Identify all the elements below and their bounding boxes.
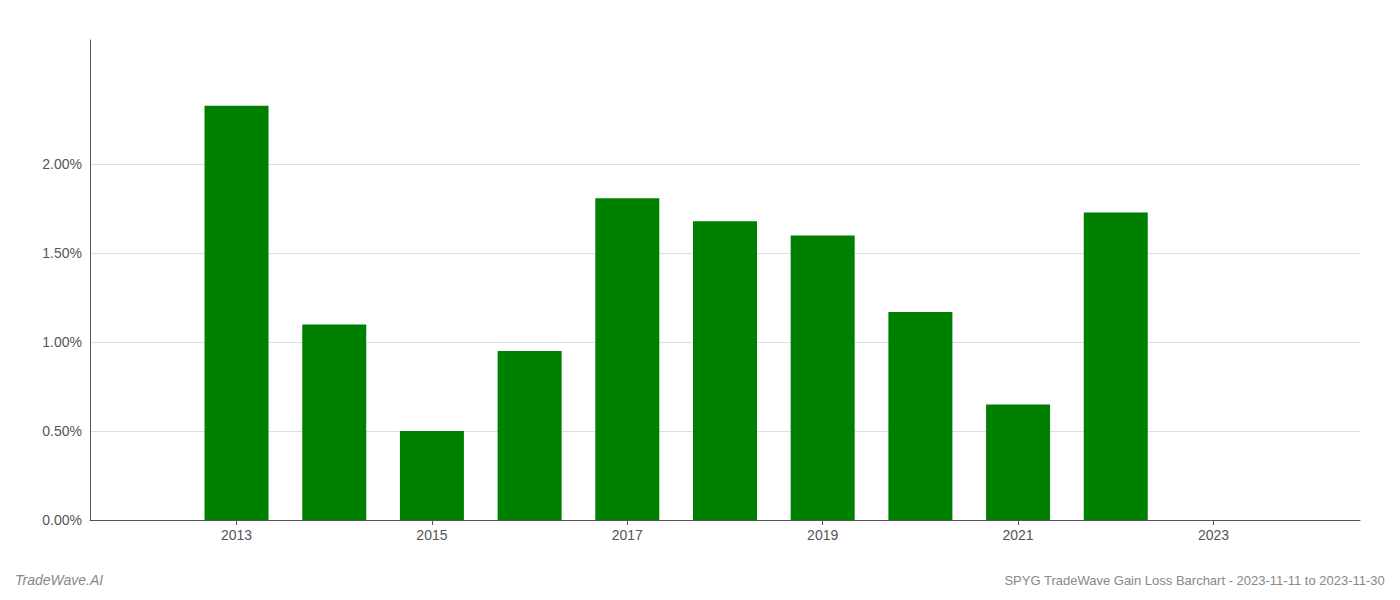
svg-text:2.00%: 2.00% (42, 156, 82, 172)
svg-text:2017: 2017 (612, 527, 643, 543)
svg-text:TradeWave.AI: TradeWave.AI (15, 572, 103, 588)
svg-text:2021: 2021 (1002, 527, 1033, 543)
svg-text:2023: 2023 (1198, 527, 1229, 543)
svg-text:2019: 2019 (807, 527, 838, 543)
svg-text:2013: 2013 (221, 527, 252, 543)
svg-text:1.50%: 1.50% (42, 245, 82, 261)
svg-text:0.50%: 0.50% (42, 423, 82, 439)
svg-text:2015: 2015 (416, 527, 447, 543)
svg-text:SPYG TradeWave Gain Loss Barch: SPYG TradeWave Gain Loss Barchart - 2023… (1004, 573, 1384, 588)
svg-text:1.00%: 1.00% (42, 334, 82, 350)
svg-text:0.00%: 0.00% (42, 512, 82, 528)
